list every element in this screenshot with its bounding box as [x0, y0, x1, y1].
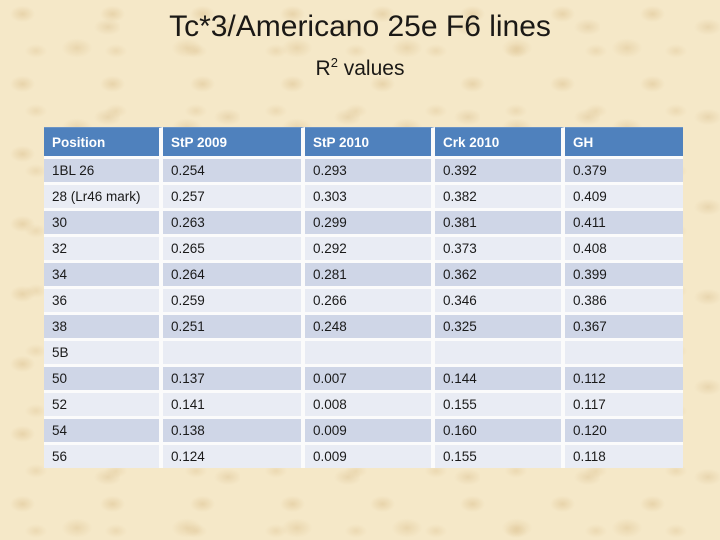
- table-row: 52 0.141 0.008 0.155 0.117: [44, 390, 683, 416]
- r2-values-table: Position StP 2009 StP 2010 Crk 2010 GH 1…: [44, 127, 683, 468]
- table-cell: 0.266: [305, 286, 435, 312]
- table-row: 38 0.251 0.248 0.325 0.367: [44, 312, 683, 338]
- table-cell: 0.392: [435, 156, 565, 182]
- table-row: 32 0.265 0.292 0.373 0.408: [44, 234, 683, 260]
- table-row: 34 0.264 0.281 0.362 0.399: [44, 260, 683, 286]
- table-cell: 0.117: [565, 390, 683, 416]
- table-cell: 0.007: [305, 364, 435, 390]
- table-cell: 0.144: [435, 364, 565, 390]
- table-cell: 0.155: [435, 390, 565, 416]
- page-title: Tc*3/Americano 25e F6 lines: [169, 10, 551, 43]
- table-row: 28 (Lr46 mark) 0.257 0.303 0.382 0.409: [44, 182, 683, 208]
- table-cell: 34: [44, 260, 163, 286]
- table-cell: 0.411: [565, 208, 683, 234]
- page-subtitle: R2 values: [0, 55, 720, 81]
- table-cell: 0.118: [565, 442, 683, 468]
- table-cell: 0.138: [163, 416, 305, 442]
- table-cell: 0.409: [565, 182, 683, 208]
- table-cell: 0.155: [435, 442, 565, 468]
- table-cell: 0.248: [305, 312, 435, 338]
- table-cell: 28 (Lr46 mark): [44, 182, 163, 208]
- table-cell: [163, 338, 305, 364]
- table-row: 36 0.259 0.266 0.346 0.386: [44, 286, 683, 312]
- table-cell: 0.303: [305, 182, 435, 208]
- table-cell: 0.009: [305, 416, 435, 442]
- table-cell: 50: [44, 364, 163, 390]
- table-cell: 0.386: [565, 286, 683, 312]
- table-cell: [435, 338, 565, 364]
- table-cell: 0.259: [163, 286, 305, 312]
- table-cell: 32: [44, 234, 163, 260]
- table-cell: 0.346: [435, 286, 565, 312]
- column-header-gh: GH: [565, 127, 683, 156]
- subtitle-base: R: [315, 57, 331, 80]
- table-cell: 0.008: [305, 390, 435, 416]
- table-row: 5B: [44, 338, 683, 364]
- subtitle-rest: values: [337, 57, 405, 80]
- table-cell: 0.373: [435, 234, 565, 260]
- table-cell: 0.141: [163, 390, 305, 416]
- table-cell: 0.281: [305, 260, 435, 286]
- table-cell: 0.263: [163, 208, 305, 234]
- column-header-stp-2010: StP 2010: [305, 127, 435, 156]
- table-cell: 0.264: [163, 260, 305, 286]
- table-header-row: Position StP 2009 StP 2010 Crk 2010 GH: [44, 127, 683, 156]
- table-row: 56 0.124 0.009 0.155 0.118: [44, 442, 683, 468]
- column-header-stp-2009: StP 2009: [163, 127, 305, 156]
- table-cell: 0.292: [305, 234, 435, 260]
- table-cell: 0.160: [435, 416, 565, 442]
- table-cell: 0.124: [163, 442, 305, 468]
- table-cell: 54: [44, 416, 163, 442]
- table-cell: [305, 338, 435, 364]
- table-cell: 0.265: [163, 234, 305, 260]
- table-cell: 0.367: [565, 312, 683, 338]
- column-header-crk-2010: Crk 2010: [435, 127, 565, 156]
- table-cell: 56: [44, 442, 163, 468]
- table-row: 54 0.138 0.009 0.160 0.120: [44, 416, 683, 442]
- table-cell: 0.325: [435, 312, 565, 338]
- table-cell: 0.399: [565, 260, 683, 286]
- r2-values-table-container: Position StP 2009 StP 2010 Crk 2010 GH 1…: [44, 127, 683, 468]
- table-cell: [565, 338, 683, 364]
- table-cell: 0.257: [163, 182, 305, 208]
- table-cell: 52: [44, 390, 163, 416]
- table-row: 30 0.263 0.299 0.381 0.411: [44, 208, 683, 234]
- table-cell: 0.381: [435, 208, 565, 234]
- table-cell: 0.362: [435, 260, 565, 286]
- table-cell: 0.009: [305, 442, 435, 468]
- table-row: 50 0.137 0.007 0.144 0.112: [44, 364, 683, 390]
- table-row: 1BL 26 0.254 0.293 0.392 0.379: [44, 156, 683, 182]
- table-cell: 0.299: [305, 208, 435, 234]
- table-cell: 5B: [44, 338, 163, 364]
- table-cell: 0.137: [163, 364, 305, 390]
- table-cell: 0.112: [565, 364, 683, 390]
- table-cell: 36: [44, 286, 163, 312]
- table-cell: 0.254: [163, 156, 305, 182]
- table-cell: 0.382: [435, 182, 565, 208]
- subtitle-superscript: 2: [330, 55, 338, 70]
- table-cell: 38: [44, 312, 163, 338]
- table-cell: 0.293: [305, 156, 435, 182]
- table-cell: 30: [44, 208, 163, 234]
- table-cell: 0.251: [163, 312, 305, 338]
- column-header-position: Position: [44, 127, 163, 156]
- table-cell: 1BL 26: [44, 156, 163, 182]
- table-cell: 0.379: [565, 156, 683, 182]
- table-cell: 0.408: [565, 234, 683, 260]
- table-cell: 0.120: [565, 416, 683, 442]
